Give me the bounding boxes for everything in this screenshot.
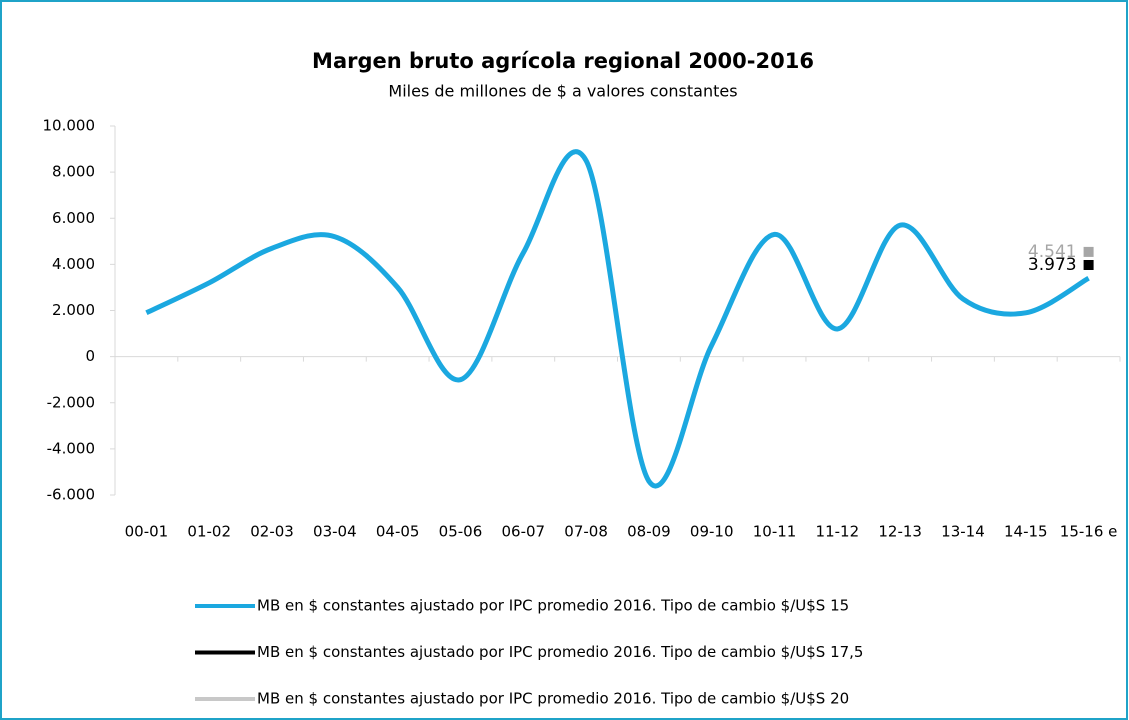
x-tick-label: 13-14: [941, 523, 985, 541]
y-tick-label: -2.000: [47, 393, 95, 411]
y-tick-label: 8.000: [52, 163, 95, 181]
x-tick-label: 11-12: [816, 523, 860, 541]
data-label: 4.541: [1028, 242, 1077, 262]
x-tick-label: 10-11: [753, 523, 797, 541]
y-tick-label: 4.000: [52, 255, 95, 273]
x-tick-label: 02-03: [250, 523, 294, 541]
y-tick-label: -4.000: [47, 439, 95, 457]
chart-subtitle: Miles de millones de $ a valores constan…: [388, 82, 737, 101]
x-tick-label: 01-02: [187, 523, 231, 541]
legend-label: MB en $ constantes ajustado por IPC prom…: [257, 690, 849, 708]
x-tick-label: 15-16 e: [1060, 523, 1118, 541]
y-tick-label: 6.000: [52, 209, 95, 227]
x-tick-label: 03-04: [313, 523, 357, 541]
x-tick-label: 12-13: [878, 523, 922, 541]
chart-title: Margen bruto agrícola regional 2000-2016: [312, 49, 814, 73]
series-line: [145, 149, 1090, 489]
x-tick-label: 14-15: [1004, 523, 1048, 541]
x-tick-label: 09-10: [690, 523, 734, 541]
legend-label: MB en $ constantes ajustado por IPC prom…: [257, 643, 863, 661]
marker: [1083, 246, 1094, 257]
data-label: 3.973: [1028, 255, 1077, 275]
legend-label: MB en $ constantes ajustado por IPC prom…: [257, 597, 849, 615]
y-tick-label: 10.000: [43, 117, 96, 135]
y-tick-label: -6.000: [47, 486, 95, 504]
x-tick-label: 06-07: [501, 523, 545, 541]
x-tick-label: 08-09: [627, 523, 671, 541]
x-tick-label: 00-01: [125, 523, 169, 541]
x-tick-label: 04-05: [376, 523, 420, 541]
x-tick-label: 05-06: [439, 523, 483, 541]
marker: [1083, 259, 1094, 270]
y-tick-label: 2.000: [52, 301, 95, 319]
x-tick-label: 07-08: [564, 523, 608, 541]
y-tick-label: 0: [85, 347, 95, 365]
